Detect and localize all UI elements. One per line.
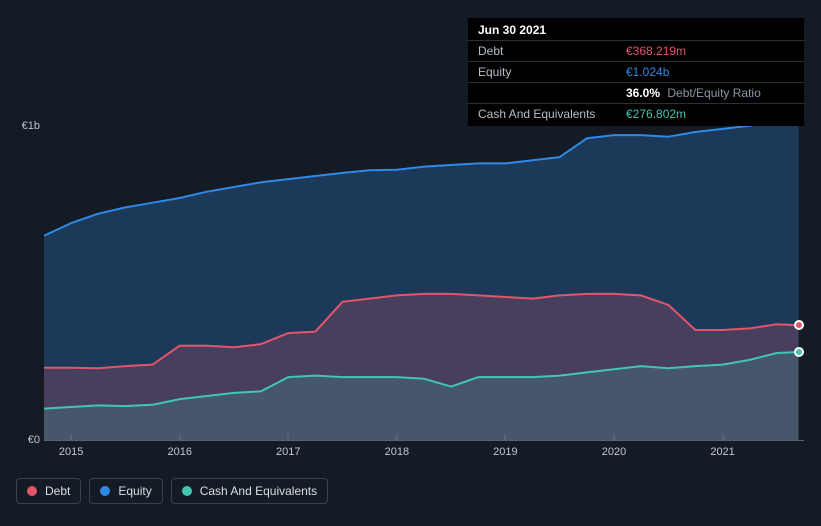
- x-tick-label: 2015: [59, 446, 83, 458]
- legend-item-cash[interactable]: Cash And Equivalents: [171, 478, 328, 504]
- x-tick-mark: [288, 434, 289, 440]
- x-tick-label: 2019: [493, 446, 517, 458]
- cash-marker: [794, 347, 804, 357]
- tooltip-ratio-label: Debt/Equity Ratio: [667, 86, 760, 100]
- tooltip-debt-label: Debt: [478, 44, 626, 58]
- x-tick-label: 2018: [385, 446, 409, 458]
- legend-dot-icon: [182, 486, 192, 496]
- tooltip-equity-label: Equity: [478, 65, 626, 79]
- legend: Debt Equity Cash And Equivalents: [16, 478, 328, 504]
- x-tick-mark: [71, 434, 72, 440]
- x-tick-mark: [505, 434, 506, 440]
- legend-item-debt[interactable]: Debt: [16, 478, 81, 504]
- legend-dot-icon: [100, 486, 110, 496]
- x-tick-label: 2016: [167, 446, 191, 458]
- x-axis: 2015 2016 2017 2018 2019 2020 2021: [44, 440, 804, 468]
- chart-tooltip: Jun 30 2021 Debt €368.219m Equity €1.024…: [468, 18, 804, 126]
- y-tick-label: €1b: [22, 120, 40, 132]
- legend-item-equity[interactable]: Equity: [89, 478, 162, 504]
- legend-label: Equity: [118, 484, 151, 498]
- x-tick-mark: [614, 434, 615, 440]
- tooltip-ratio-spacer: [478, 86, 626, 100]
- legend-dot-icon: [27, 486, 37, 496]
- legend-label: Cash And Equivalents: [200, 484, 317, 498]
- legend-label: Debt: [45, 484, 70, 498]
- x-tick-label: 2020: [602, 446, 626, 458]
- tooltip-debt-value: €368.219m: [626, 44, 686, 58]
- tooltip-cash-value: €276.802m: [626, 107, 686, 121]
- debt-equity-chart: Jun 30 2021 Debt €368.219m Equity €1.024…: [0, 0, 821, 526]
- y-axis: €0€1b: [0, 0, 44, 440]
- tooltip-date: Jun 30 2021: [478, 23, 546, 37]
- x-tick-mark: [179, 434, 180, 440]
- tooltip-cash-label: Cash And Equivalents: [478, 107, 626, 121]
- x-tick-mark: [396, 434, 397, 440]
- x-tick-label: 2017: [276, 446, 300, 458]
- x-tick-mark: [722, 434, 723, 440]
- tooltip-ratio-pct: 36.0%: [626, 86, 660, 100]
- y-tick-label: €0: [28, 434, 40, 446]
- x-tick-label: 2021: [710, 446, 734, 458]
- tooltip-equity-value: €1.024b: [626, 65, 669, 79]
- debt-marker: [794, 320, 804, 330]
